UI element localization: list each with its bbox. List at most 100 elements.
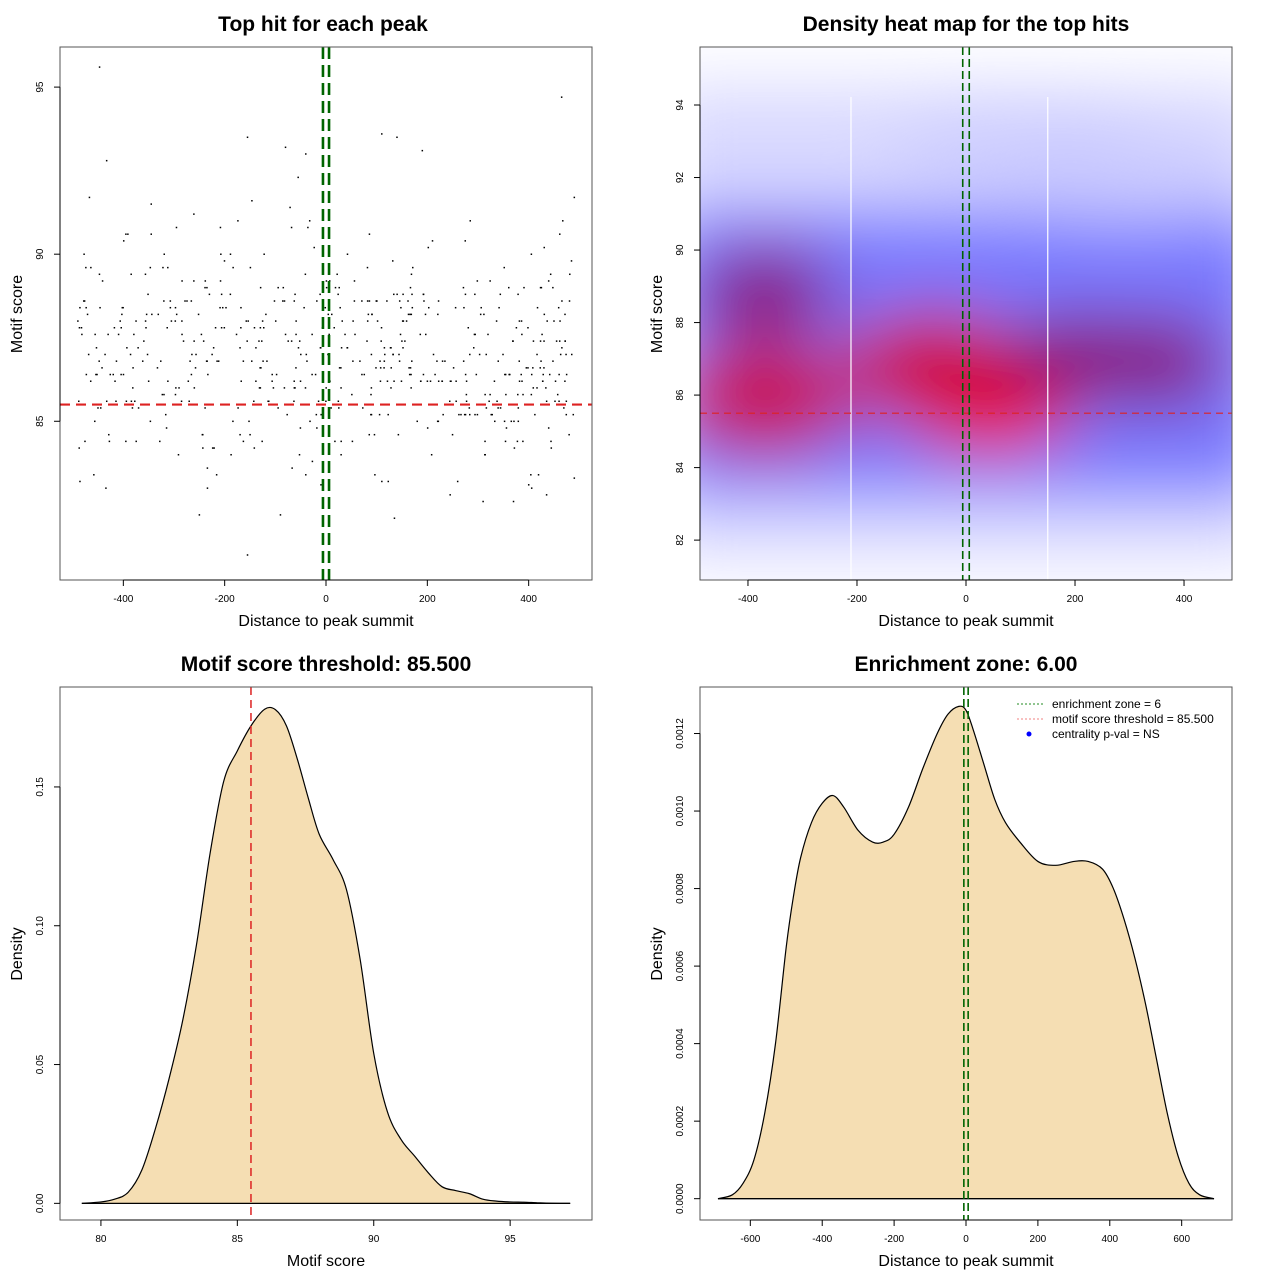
x-tick-label: 0: [963, 1234, 969, 1245]
scatter-point: [518, 320, 521, 322]
scatter-point: [488, 400, 490, 403]
y-tick-label: 95: [35, 81, 46, 93]
scatter-point: [159, 440, 161, 443]
scatter-point: [253, 400, 255, 403]
scatter-point: [491, 413, 493, 416]
scatter-point: [293, 380, 295, 382]
scatter-point: [517, 420, 520, 423]
scatter-point: [480, 306, 482, 309]
scatter-point: [532, 340, 535, 342]
scatter-point: [88, 196, 91, 199]
scatter-point: [263, 327, 265, 329]
y-tick-label: 0.0012: [675, 718, 686, 749]
scatter-point: [340, 367, 342, 369]
scatter-point: [543, 313, 546, 316]
scatter-point: [122, 373, 125, 376]
y-tick-label: 90: [35, 248, 46, 260]
scatter-point: [436, 360, 438, 362]
scatter-point: [570, 260, 573, 262]
scatter-point: [137, 407, 140, 409]
scatter-point: [108, 433, 110, 436]
scatter-point: [411, 360, 413, 362]
scatter-point: [246, 340, 248, 342]
scatter-point: [484, 393, 486, 396]
scatter-point: [261, 340, 263, 342]
scatter-point: [366, 340, 368, 342]
scatter-point: [261, 320, 264, 322]
scatter-point: [498, 306, 500, 309]
scatter-point: [125, 400, 128, 403]
scatter-point: [550, 440, 552, 443]
scatter-point: [86, 313, 89, 316]
scatter-point: [78, 447, 80, 449]
scatter-point: [527, 327, 529, 329]
scatter-point: [223, 327, 226, 329]
scatter-point: [370, 393, 372, 396]
scatter-point: [464, 240, 467, 242]
scatter-point: [402, 293, 404, 296]
scatter-point: [409, 313, 411, 316]
scatter-point: [548, 373, 551, 376]
scatter-point: [90, 266, 92, 269]
scatter-point: [282, 300, 284, 302]
scatter-point: [180, 400, 183, 403]
scatter-point: [163, 300, 165, 302]
scatter-point: [547, 280, 550, 282]
scatter-point: [516, 440, 519, 443]
scatter-point: [393, 380, 395, 382]
scatter-point: [407, 313, 410, 316]
scatter-point: [177, 453, 180, 456]
scatter-point: [532, 367, 534, 369]
scatter-point: [204, 286, 206, 289]
scatter-point: [175, 387, 177, 389]
scatter-point: [353, 280, 356, 282]
scatter-point: [313, 246, 315, 249]
scatter-point: [325, 387, 327, 389]
scatter-point: [521, 380, 523, 382]
scatter-point: [197, 313, 200, 316]
scatter-point: [563, 407, 565, 409]
density-curve: [81, 706, 571, 1204]
scatter-point: [522, 393, 524, 396]
scatter-point: [143, 340, 145, 342]
x-tick-label: -400: [113, 594, 133, 605]
scatter-point: [397, 433, 400, 436]
scatter-point: [95, 347, 98, 349]
density-curve: [717, 705, 1215, 1200]
scatter-point: [255, 380, 257, 382]
scatter-point: [333, 327, 335, 329]
scatter-point: [79, 306, 81, 309]
scatter-point: [98, 360, 100, 362]
scatter-point: [150, 233, 152, 235]
scatter-point: [167, 266, 169, 269]
scatter-point: [163, 253, 165, 255]
scatter-point: [340, 347, 343, 349]
scatter-point: [472, 347, 475, 349]
scatter-point: [84, 440, 86, 443]
scatter-point: [499, 407, 502, 409]
scatter-point: [305, 153, 307, 155]
scatter-point: [260, 367, 262, 369]
scatter-point: [338, 407, 340, 409]
scatter-point: [237, 407, 239, 409]
scatter-point: [115, 400, 117, 403]
scatter-point: [496, 400, 498, 403]
scatter-point: [122, 240, 125, 242]
scatter-point: [308, 220, 311, 222]
scatter-point: [220, 327, 223, 329]
scatter-point: [359, 360, 361, 362]
scatter-point: [517, 293, 519, 296]
scatter-point: [401, 340, 403, 342]
scatter-point: [449, 494, 451, 496]
scatter-point: [298, 340, 301, 342]
scatter-point: [311, 333, 313, 336]
scatter-point: [530, 393, 533, 396]
scatter-point: [164, 413, 167, 416]
scatter-point: [339, 306, 341, 309]
scatter-point: [437, 380, 440, 382]
density-fill: [717, 706, 1215, 1199]
scatter-point: [463, 306, 465, 309]
scatter-point: [147, 380, 150, 382]
scatter-point: [198, 514, 201, 516]
x-tick-label: 200: [1030, 1234, 1047, 1245]
